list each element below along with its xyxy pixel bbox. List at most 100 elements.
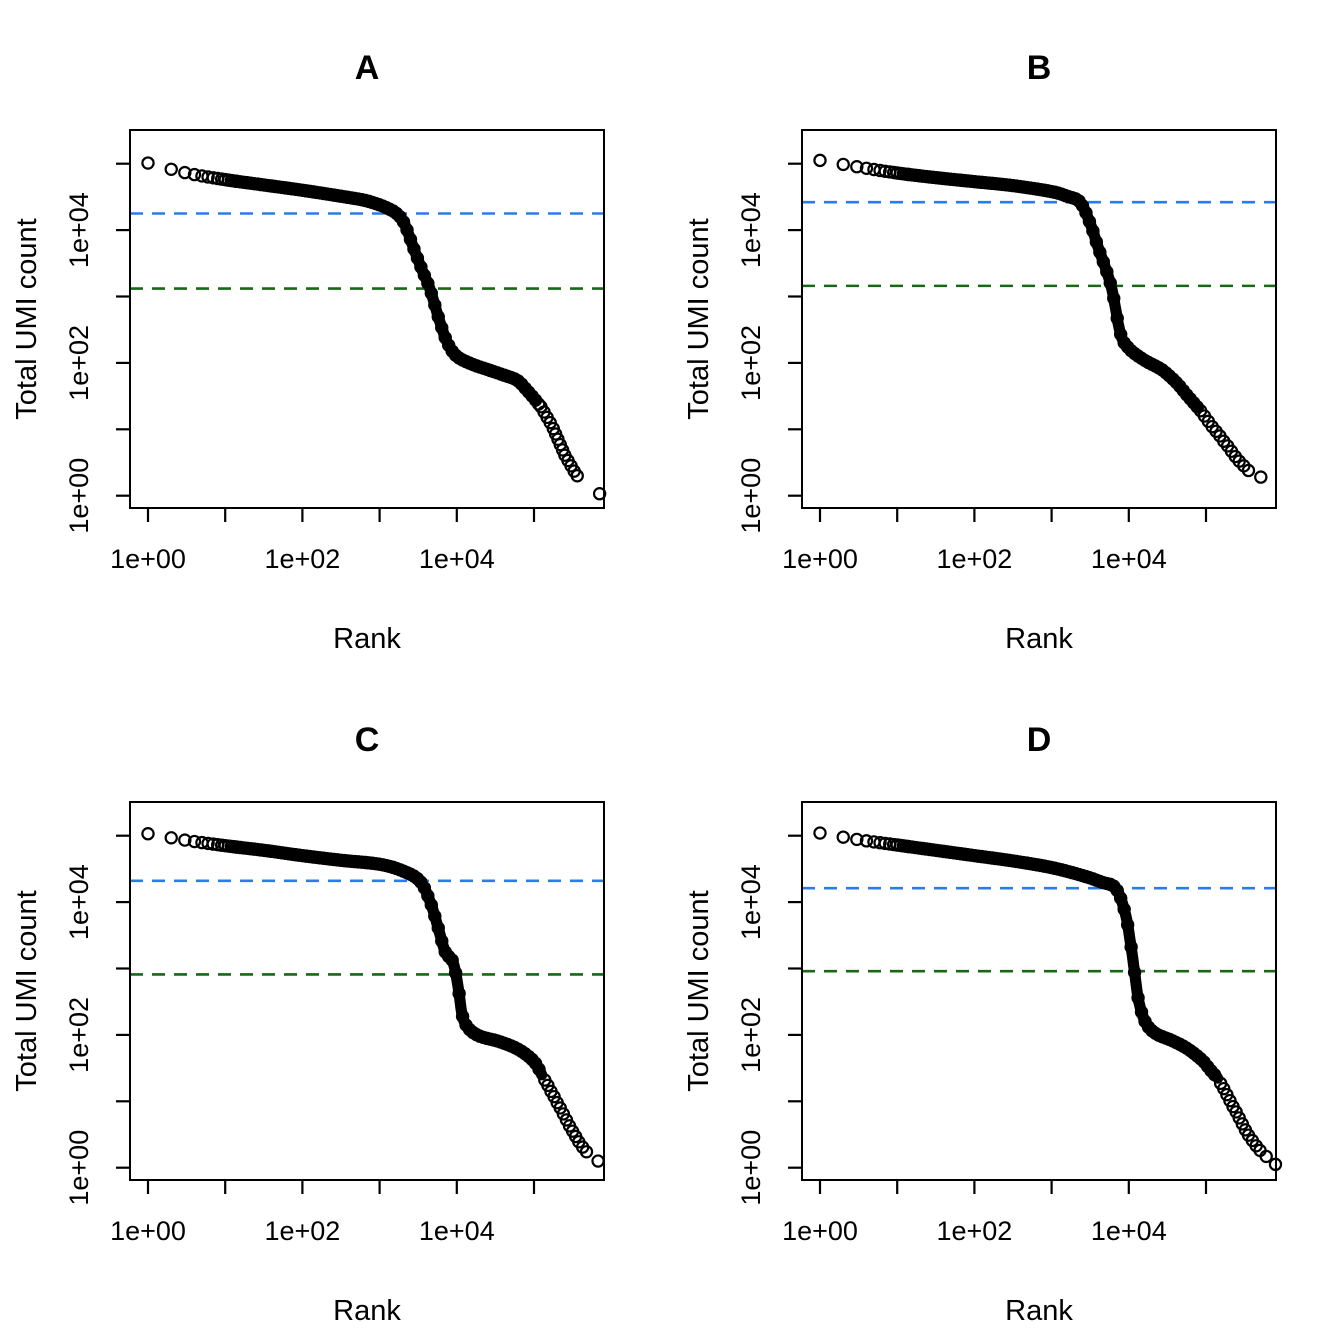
- data-point: [1204, 1064, 1218, 1078]
- data-point: [873, 836, 887, 850]
- y-tick-label: 1e+02: [736, 325, 766, 401]
- panel-B: 1e+00 1e+02 1e+04 1e+00 1e+02 1e+04 Rank Total …: [683, 49, 1277, 655]
- data-point: [1131, 991, 1145, 1005]
- data-point: [1127, 965, 1142, 980]
- panel-D: 1e+00 1e+02 1e+04 1e+00 1e+02 1e+04 Rank Total …: [683, 721, 1283, 1327]
- data-point: [1186, 396, 1201, 410]
- data-point: [1166, 372, 1180, 386]
- y-tick-label: 1e+04: [736, 864, 766, 940]
- y-axis-title: Total UMI count: [683, 890, 715, 1091]
- data-point: [438, 330, 452, 345]
- data-point: [521, 1049, 536, 1064]
- data-point: [389, 206, 404, 221]
- y-tick-label: 1e+00: [736, 458, 766, 534]
- data-point: [1117, 902, 1131, 916]
- y-axis-title: Total UMI count: [11, 218, 43, 419]
- data-point: [428, 909, 442, 923]
- panel-A: 1e+00 1e+02 1e+04 1e+00 1e+02 1e+04 Rank Total …: [11, 49, 607, 655]
- data-point: [1207, 1067, 1222, 1082]
- data-point: [850, 160, 864, 174]
- x-tick-label: 1e+04: [419, 544, 495, 574]
- x-axis-title: Rank: [1005, 1295, 1073, 1327]
- x-tick-label: 1e+04: [1091, 544, 1167, 574]
- data-point: [591, 1154, 605, 1168]
- data-point: [452, 986, 466, 1001]
- x-axis-title: Rank: [1005, 623, 1073, 655]
- data-point: [1254, 470, 1268, 484]
- data-point: [1193, 1052, 1208, 1066]
- data-point: [518, 381, 532, 395]
- x-tick-label: 1e+04: [1091, 1216, 1167, 1246]
- panel-title: A: [355, 49, 380, 87]
- panel-title: C: [355, 721, 380, 759]
- data-point: [1120, 918, 1135, 932]
- data-point: [1124, 940, 1138, 954]
- x-tick-label: 1e+00: [110, 544, 186, 574]
- data-point: [1169, 375, 1183, 390]
- data-point: [1259, 1149, 1273, 1164]
- data-point: [1103, 276, 1117, 290]
- plot-frame: [129, 129, 605, 509]
- y-tick-label: 1e+00: [64, 458, 94, 534]
- data-point: [448, 966, 463, 980]
- x-tick-label: 1e+02: [264, 544, 340, 574]
- y-axis-title: Total UMI count: [11, 890, 43, 1091]
- y-tick-label: 1e+02: [64, 325, 94, 401]
- data-point: [187, 834, 202, 849]
- data-point: [836, 830, 850, 844]
- y-tick-label: 1e+02: [64, 997, 94, 1073]
- data-point: [229, 840, 244, 854]
- data-point: [873, 163, 887, 178]
- x-tick-label: 1e+02: [936, 544, 1012, 574]
- data-point: [1107, 291, 1121, 306]
- data-point: [859, 834, 874, 848]
- x-tick-label: 1e+00: [110, 1216, 186, 1246]
- data-point: [1110, 311, 1124, 325]
- data-point: [201, 836, 215, 851]
- data-point: [431, 921, 445, 935]
- data-point: [164, 831, 178, 845]
- x-axis-title: Rank: [333, 623, 401, 655]
- data-point: [441, 949, 456, 964]
- data-point: [813, 153, 827, 168]
- data-point: [525, 1052, 539, 1067]
- data-point: [570, 469, 584, 483]
- data-point: [424, 286, 439, 300]
- x-tick-label: 1e+02: [264, 1216, 340, 1246]
- x-tick-label: 1e+02: [936, 1216, 1012, 1246]
- data-point: [396, 215, 411, 229]
- data-point: [579, 1145, 594, 1159]
- y-tick-label: 1e+00: [736, 1130, 766, 1206]
- plot-frame: [801, 801, 1277, 1181]
- y-tick-label: 1e+02: [736, 997, 766, 1073]
- data-point: [178, 165, 192, 180]
- data-point: [1110, 883, 1124, 898]
- data-point: [1190, 400, 1204, 414]
- y-axis-title: Total UMI count: [683, 218, 715, 419]
- data-point: [141, 827, 155, 841]
- data-point: [511, 374, 525, 388]
- data-point: [187, 167, 202, 182]
- panel-C: 1e+00 1e+02 1e+04 1e+00 1e+02 1e+04 Rank Total …: [11, 721, 605, 1327]
- data-point: [428, 298, 442, 312]
- data-point: [141, 156, 155, 170]
- data-point: [813, 826, 827, 840]
- data-point: [164, 162, 178, 176]
- data-point: [836, 157, 850, 172]
- plot-frame: [801, 129, 1277, 509]
- data-point: [532, 1062, 546, 1076]
- x-axis-title: Rank: [333, 1295, 401, 1327]
- data-point: [1183, 392, 1197, 406]
- data-point: [229, 174, 244, 188]
- data-point: [417, 881, 432, 895]
- x-tick-label: 1e+00: [782, 1216, 858, 1246]
- x-tick-label: 1e+04: [419, 1216, 495, 1246]
- plot-frame: [129, 801, 605, 1181]
- panel-title: B: [1027, 49, 1052, 87]
- data-point: [410, 871, 425, 886]
- data-point: [901, 839, 916, 854]
- data-point: [859, 161, 874, 176]
- data-point: [850, 832, 864, 847]
- y-tick-label: 1e+00: [64, 1130, 94, 1206]
